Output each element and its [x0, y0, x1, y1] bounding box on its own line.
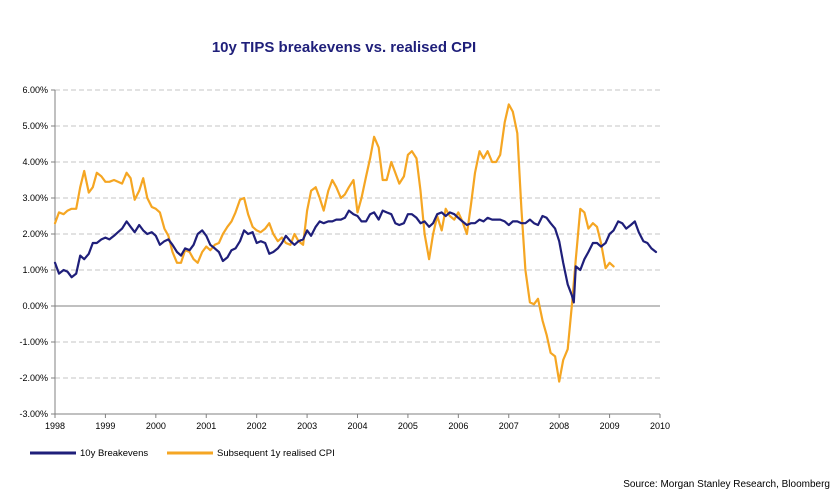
x-tick-label: 2001 [196, 421, 216, 431]
x-tick-label: 2005 [398, 421, 418, 431]
y-tick-label: 4.00% [22, 157, 48, 167]
x-tick-label: 2003 [297, 421, 317, 431]
x-tick-label: 1998 [45, 421, 65, 431]
x-tick-label: 2004 [347, 421, 367, 431]
x-tick-label: 2007 [499, 421, 519, 431]
legend-label-realised-cpi: Subsequent 1y realised CPI [217, 448, 335, 459]
y-tick-label: -1.00% [19, 337, 48, 347]
y-tick-label: 1.00% [22, 265, 48, 275]
x-tick-labels: 1998 1999 2000 2001 2002 2003 2004 2005 2006 2007… [45, 421, 670, 431]
x-tick-label: 2002 [247, 421, 267, 431]
x-tick-label: 2009 [600, 421, 620, 431]
y-tick-label: 3.00% [22, 193, 48, 203]
x-tick-label: 2006 [448, 421, 468, 431]
x-tick-label: 2000 [146, 421, 166, 431]
series-line-realised-cpi [53, 103, 615, 383]
chart-title: 10y TIPS breakevens vs. realised CPI [212, 39, 476, 56]
x-tick-label: 2010 [650, 421, 670, 431]
source-note: Source: Morgan Stanley Research, Bloombe… [623, 479, 830, 490]
x-tick-label: 1999 [95, 421, 115, 431]
y-tick-label: -3.00% [19, 409, 48, 419]
axes [51, 89, 661, 418]
legend: 10y Breakevens Subsequent 1y realised CP… [30, 448, 335, 459]
legend-label-breakevens: 10y Breakevens [80, 448, 148, 459]
series-line-breakevens [53, 209, 658, 304]
x-tick-label: 2008 [549, 421, 569, 431]
y-tick-label: 2.00% [22, 229, 48, 239]
y-tick-label: 0.00% [22, 301, 48, 311]
series-lines [53, 103, 658, 383]
y-tick-label: 6.00% [22, 85, 48, 95]
y-tick-labels: 6.00% 5.00% 4.00% 3.00% 2.00% 1.00% 0.00% -1.00… [19, 85, 48, 419]
y-tick-label: 5.00% [22, 121, 48, 131]
y-tick-label: -2.00% [19, 373, 48, 383]
